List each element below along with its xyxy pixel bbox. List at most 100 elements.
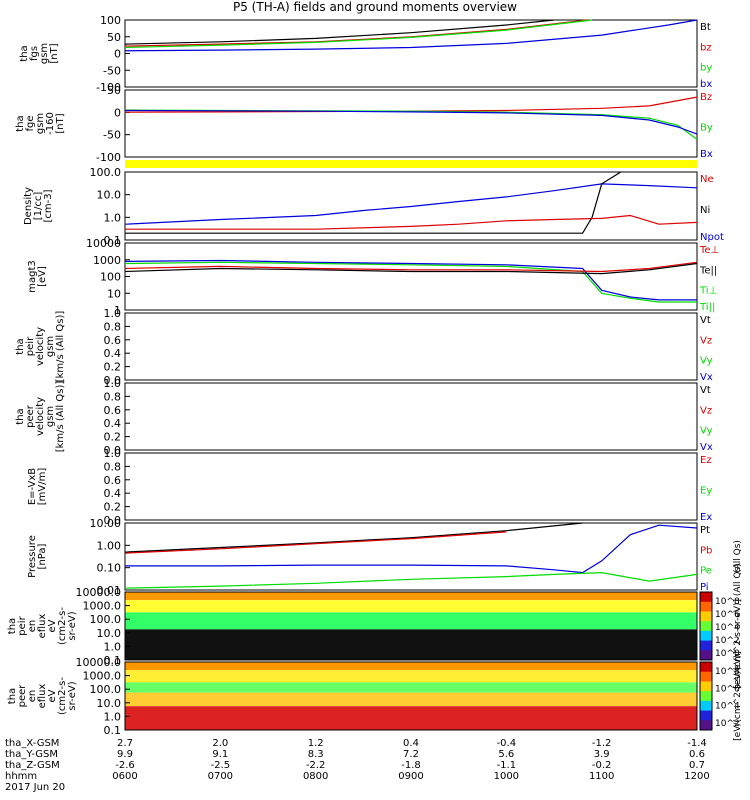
fge-legend-By: By	[700, 123, 713, 134]
xaxis-value: 0800	[303, 771, 328, 782]
peir_spec-colorbar-tick: 10^6	[715, 610, 740, 620]
xaxis-value: 8.3	[308, 749, 324, 760]
xaxis-value: 9.1	[212, 749, 228, 760]
peer_spec-ylabel: eV	[47, 689, 58, 702]
xaxis-value: 0.4	[403, 738, 419, 749]
peir_velocity-ylabel: tha	[15, 338, 26, 354]
peir_velocity-ylabel: velocity	[35, 327, 46, 366]
peer_velocity-ytick: 0.4	[104, 417, 122, 430]
peir_velocity-legend-Vt: Vt	[700, 315, 711, 326]
peir_spec-band	[125, 592, 697, 601]
efield-ytick: 0.2	[104, 501, 122, 514]
xaxis-value: -1.1	[497, 760, 517, 771]
temperature-ytick: 1000	[93, 254, 121, 267]
temperature-ytick: 10000	[86, 237, 121, 250]
pressure-ytick: 0.10	[97, 562, 122, 575]
xaxis-value: 0900	[398, 771, 423, 782]
peer_velocity-ylabel: velocity	[35, 397, 46, 436]
fgs-legend-Bt: Bt	[700, 22, 711, 33]
peir_spec-band	[125, 600, 697, 613]
peir_spec-frame	[124, 591, 698, 661]
density-legend-Ni: Ni	[700, 205, 710, 216]
density-ytick: 1.0	[104, 211, 122, 224]
fgs-frame	[124, 19, 698, 88]
pressure-series-Pi	[125, 524, 698, 574]
pressure-ylabel: [nPa]	[37, 543, 48, 569]
peir_spec-ylabel: peir	[17, 615, 28, 635]
efield-ytick: 0.8	[104, 460, 122, 473]
peer_spec-ytick: 10.0	[97, 697, 122, 710]
peir_spec-ytick: 1000.0	[83, 600, 122, 613]
density-series-Ni	[125, 171, 622, 234]
xaxis-value: 9.9	[117, 749, 133, 760]
peir_spec-colorbar-segment	[700, 611, 712, 622]
peir_velocity-ytick: 0.8	[104, 320, 122, 333]
pressure-ytick: 1.00	[97, 539, 122, 552]
peer_spec-colorbar-frame	[699, 661, 713, 731]
peir_velocity-ytick: 0.2	[104, 361, 122, 374]
peer_spec-frame	[124, 661, 698, 731]
peer_spec-ylabel: en	[27, 690, 38, 703]
density-ylabel: [1/cc]	[33, 192, 44, 221]
density-series-Npot	[124, 183, 698, 225]
peir_spec-band	[125, 629, 697, 660]
peir_velocity-legend-Vy: Vy	[700, 356, 713, 367]
density-series-Ne	[125, 214, 698, 230]
efield-ytick: 1.0	[104, 447, 122, 460]
peir_spec-colorbar-label: [eV/(cm^2-s-sr-eV)] (All Qs)	[733, 563, 743, 688]
density-legend-Npot: Npot	[700, 232, 724, 243]
xaxis-value: 3.9	[594, 749, 610, 760]
fge-ytick: -50	[103, 129, 121, 142]
temperature-legend-Te⊥: Te⊥	[699, 245, 719, 256]
fgs-series-by	[124, 19, 593, 49]
fgs-series-Bt	[124, 19, 555, 45]
pressure-right-note: (All Qs)	[733, 540, 743, 573]
peir_velocity-ylabel: peir	[25, 336, 36, 356]
peir_spec-ytick: 1.0	[104, 640, 122, 653]
fge-ylabel: tha	[15, 115, 26, 131]
fge-series-Bx	[124, 109, 698, 135]
peer_spec-band	[125, 662, 697, 671]
xaxis-row-label: tha_Y-GSM	[5, 749, 58, 760]
efield-legend-Ex: Ex	[700, 512, 712, 523]
peer_spec-colorbar-tick: 10^4	[715, 702, 740, 712]
xaxis-value: 7.2	[403, 749, 419, 760]
peir_spec-ytick: 100.0	[90, 613, 122, 626]
peir_velocity-ylabel: [km/s (All Qs)]	[55, 311, 66, 383]
xaxis-value: 5.6	[498, 749, 514, 760]
temperature-series-Ti||	[124, 261, 697, 303]
pressure-series-Pb	[124, 531, 507, 554]
peir_spec-ylabel: (cm2-s-	[57, 607, 68, 645]
efield-ylabel: E=-VxB	[27, 468, 38, 505]
peir_spec-ytick: 10.0	[97, 627, 122, 640]
fge-ytick: 0	[114, 106, 121, 119]
density-legend-Ne: Ne	[700, 174, 714, 185]
peer_spec-ytick: 10000.0	[76, 656, 122, 669]
temperature-series-Ti⊥	[124, 259, 697, 301]
pressure-ytick: 10.00	[90, 517, 122, 530]
peir_velocity-frame	[124, 312, 698, 381]
temperature-series-Te||	[124, 262, 698, 275]
peir_spec-colorbar-segment	[700, 630, 712, 642]
density-ytick: 10.0	[97, 189, 122, 202]
peir_spec-colorbar-segment	[700, 621, 712, 632]
peer_spec-ylabel: eflux	[37, 684, 48, 709]
fgs-ylabel: tha	[19, 45, 30, 61]
peir_spec-colorbar-segment	[700, 640, 712, 651]
peir_spec-colorbar-segment	[700, 592, 712, 603]
peer_velocity-ylabel: gsm	[45, 406, 56, 427]
fge-ytick: -100	[96, 151, 121, 164]
temperature-frame	[124, 242, 698, 311]
temperature-ylabel: [eV]	[37, 266, 48, 287]
fgs-ytick: -100	[96, 81, 121, 94]
peer_spec-colorbar-segment	[700, 710, 712, 721]
fge-legend-Bx: Bx	[700, 149, 713, 160]
peer_velocity-ytick: 0.8	[104, 390, 122, 403]
peir_spec-ylabel: eflux	[37, 614, 48, 639]
xaxis-value: 0.6	[689, 749, 705, 760]
temperature-legend-Ti⊥: Ti⊥	[699, 286, 717, 297]
xaxis-value: 2.7	[117, 738, 133, 749]
efield-ytick: 0.6	[104, 474, 122, 487]
peer_spec-band	[125, 692, 697, 707]
